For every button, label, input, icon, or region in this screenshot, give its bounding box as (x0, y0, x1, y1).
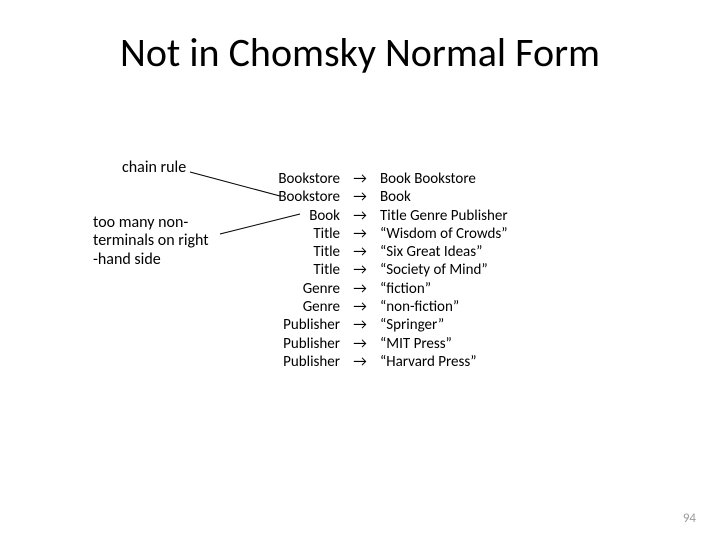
note-chain-rule: chain rule (122, 158, 186, 177)
grammar-lhs: Publisher (250, 316, 348, 334)
grammar-rhs: “Springer” (372, 316, 444, 334)
grammar-row: Book → Title Genre Publisher (250, 207, 508, 225)
grammar-lhs: Bookstore (250, 170, 348, 188)
grammar-rhs: “fiction” (372, 280, 431, 298)
note-terminals-line-3: -hand side (93, 251, 243, 269)
grammar-row: Publisher → “MIT Press” (250, 335, 508, 353)
grammar-rhs: “Harvard Press” (372, 353, 476, 371)
slide-title: Not in Chomsky Normal Form (0, 28, 720, 77)
grammar-lhs: Title (250, 243, 348, 261)
grammar-rhs: “Six Great Ideas” (372, 243, 482, 261)
grammar-rhs: Book (372, 188, 411, 206)
grammar-row: Title → “Six Great Ideas” (250, 243, 508, 261)
arrow-icon: → (348, 353, 372, 371)
note-too-many-nonterminals: too many non- terminals on right -hand s… (93, 214, 243, 269)
grammar-lhs: Title (250, 261, 348, 279)
grammar-lhs: Genre (250, 298, 348, 316)
grammar-row: Genre → “non-fiction” (250, 298, 508, 316)
arrow-icon: → (348, 261, 372, 279)
grammar-lhs: Title (250, 225, 348, 243)
grammar-row: Title → “Society of Mind” (250, 261, 508, 279)
arrow-icon: → (348, 280, 372, 298)
grammar-rhs: Title Genre Publisher (372, 207, 508, 225)
arrow-icon: → (348, 316, 372, 334)
arrow-icon: → (348, 243, 372, 261)
grammar-row: Publisher → “Springer” (250, 316, 508, 334)
grammar-lhs: Book (250, 207, 348, 225)
slide-number: 94 (683, 511, 696, 526)
arrow-icon: → (348, 170, 372, 188)
grammar-rhs: “Wisdom of Crowds” (372, 225, 508, 243)
arrow-icon: → (348, 225, 372, 243)
arrow-icon: → (348, 298, 372, 316)
grammar-rhs: “MIT Press” (372, 335, 452, 353)
grammar-rhs: “non-fiction” (372, 298, 459, 316)
grammar-lhs: Bookstore (250, 188, 348, 206)
grammar-row: Bookstore → Book (250, 188, 508, 206)
grammar-row: Bookstore → Book Bookstore (250, 170, 508, 188)
grammar-row: Publisher → “Harvard Press” (250, 353, 508, 371)
grammar-rhs: Book Bookstore (372, 170, 476, 188)
grammar-row: Genre → “fiction” (250, 280, 508, 298)
grammar-lhs: Genre (250, 280, 348, 298)
note-terminals-line-1: too many non- (93, 214, 243, 232)
grammar-block: Bookstore → Book Bookstore Bookstore → B… (250, 170, 508, 371)
grammar-row: Title → “Wisdom of Crowds” (250, 225, 508, 243)
grammar-lhs: Publisher (250, 353, 348, 371)
note-terminals-line-2: terminals on right (93, 232, 243, 250)
grammar-rhs: “Society of Mind” (372, 261, 488, 279)
grammar-lhs: Publisher (250, 335, 348, 353)
arrow-icon: → (348, 188, 372, 206)
arrow-icon: → (348, 207, 372, 225)
arrow-icon: → (348, 335, 372, 353)
